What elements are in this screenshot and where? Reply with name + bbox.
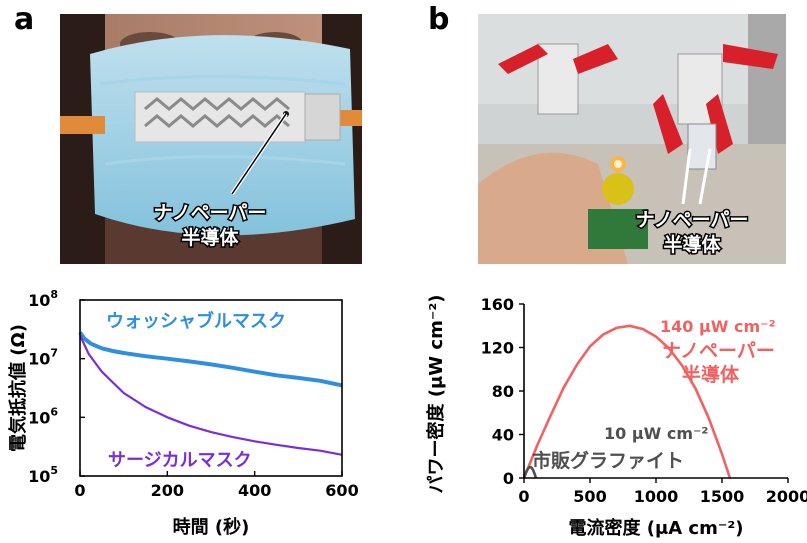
panel-letter-a: a <box>14 2 35 37</box>
surgical-mask-legend: サージカルマスク <box>108 450 252 471</box>
graphite-power-curve <box>522 465 538 479</box>
mask-photo-drawing: ナノペーパー 半導体 <box>60 14 362 264</box>
mask-photo: ナノペーパー 半導体 <box>60 14 362 264</box>
surgical-mask-line <box>79 334 343 456</box>
nanopaper-legend: ナノペーパー 半導体 <box>662 340 782 386</box>
nanopaper-peak-annotation: 140 μW cm⁻² <box>660 317 776 336</box>
panel-letter-b: b <box>428 2 450 37</box>
cell-photo: ナノペーパー 半導体 <box>478 14 786 264</box>
power-x-tick-label: 500 <box>573 487 606 506</box>
resistance-series-layer <box>78 331 343 456</box>
resistance-y-axis-label: 電気抵抗値 (Ω) <box>7 324 29 452</box>
resistance-x-tick-label: 400 <box>238 481 271 500</box>
power-x-tick-label: 1500 <box>700 487 745 506</box>
washable-mask-legend: ウォッシャブルマスク <box>106 310 286 332</box>
power-y-tick-label: 40 <box>492 426 514 445</box>
nanopaper-power-curve <box>522 324 732 479</box>
power-x-tick-label: 0 <box>518 487 529 506</box>
power-y-axis-label: パワー密度 (μW cm⁻²) <box>425 295 447 494</box>
resistance-y-tick-label: 105 <box>28 464 58 486</box>
power-density-chart: 0 500 1000 1500 2000 0 40 80 120 160 パワー密度 (μW cm… <box>425 295 807 539</box>
cell-photo-drawing: ナノペーパー 半導体 <box>478 14 786 264</box>
resistance-y-tick-label: 107 <box>28 347 58 369</box>
resistance-x-tick-label: 0 <box>74 481 85 500</box>
mask-photo-label-line2: 半導体 <box>181 226 239 249</box>
power-y-tick-label: 80 <box>492 382 514 401</box>
mask-photo-label-line1: ナノペーパー <box>154 202 267 224</box>
resistance-ticks: 0 200 400 600 105 106 107 108 <box>28 288 359 500</box>
resistance-y-tick-label: 108 <box>28 288 58 310</box>
resistance-x-axis-label: 時間 (秒) <box>173 516 250 538</box>
resistance-x-tick-label: 600 <box>325 481 358 500</box>
power-y-tick-label: 120 <box>481 339 514 358</box>
cell-photo-label-line2: 半導体 <box>663 233 721 256</box>
resistance-plot-frame <box>79 299 343 477</box>
power-series-layer <box>522 324 732 479</box>
power-ticks: 0 500 1000 1500 2000 0 40 80 120 160 <box>481 295 807 506</box>
power-x-tick-label: 2000 <box>766 487 807 506</box>
cell-photo-label-line1: ナノペーパー <box>636 209 749 231</box>
resistance-x-tick-label: 200 <box>151 481 184 500</box>
graphite-legend: 市販グラファイト <box>532 449 684 472</box>
graphite-peak-annotation: 10 μW cm⁻² <box>604 424 708 443</box>
power-x-tick-label: 1000 <box>634 487 679 506</box>
power-x-axis-label: 電流密度 (μA cm⁻²) <box>569 517 744 539</box>
resistance-y-tick-label: 106 <box>28 405 58 427</box>
power-y-tick-label: 160 <box>481 295 514 314</box>
washable-mask-line <box>78 331 343 388</box>
power-y-tick-label: 0 <box>503 469 514 488</box>
